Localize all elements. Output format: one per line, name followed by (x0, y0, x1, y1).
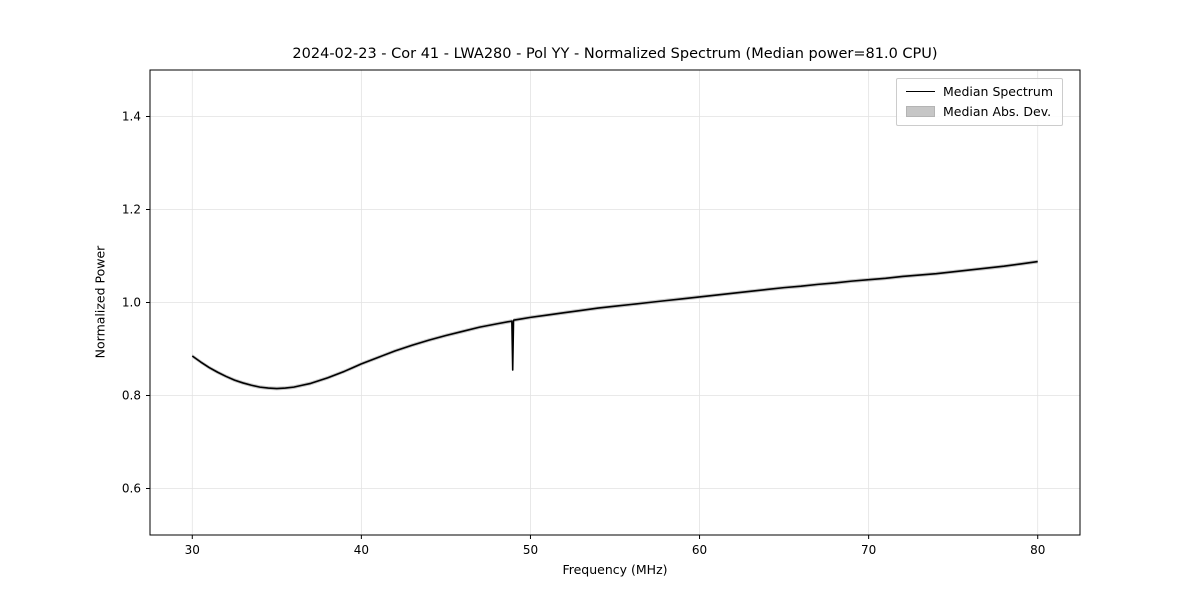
x-tick-label: 50 (523, 543, 538, 557)
chart-title: 2024-02-23 - Cor 41 - LWA280 - Pol YY - … (292, 46, 938, 62)
x-tick-label: 70 (861, 543, 876, 557)
x-tick-label: 80 (1030, 543, 1045, 557)
legend-label-median-spectrum: Median Spectrum (943, 84, 1054, 99)
x-axis-label: Frequency (MHz) (562, 562, 668, 577)
median-spectrum-line-icon (906, 91, 935, 92)
median-abs-dev-patch-icon (906, 106, 935, 117)
legend-item-median-spectrum: Median Spectrum (906, 84, 1053, 99)
y-tick-label: 0.6 (122, 482, 141, 496)
legend: Median Spectrum Median Abs. Dev. (896, 78, 1064, 126)
x-tick-label: 40 (354, 543, 369, 557)
y-tick-label: 0.8 (122, 389, 141, 403)
x-tick-label: 30 (185, 543, 200, 557)
y-tick-label: 1.4 (122, 110, 141, 124)
legend-item-median-abs-dev: Median Abs. Dev. (906, 104, 1053, 119)
median-spectrum-line (191, 260, 1038, 390)
y-tick-label: 1.2 (122, 203, 141, 217)
median-abs-dev-band (192, 259, 1038, 391)
y-axis-label: Normalized Power (92, 245, 108, 359)
x-tick-label: 60 (692, 543, 707, 557)
y-tick-label: 1.0 (122, 296, 141, 310)
legend-label-median-abs-dev: Median Abs. Dev. (943, 104, 1052, 119)
